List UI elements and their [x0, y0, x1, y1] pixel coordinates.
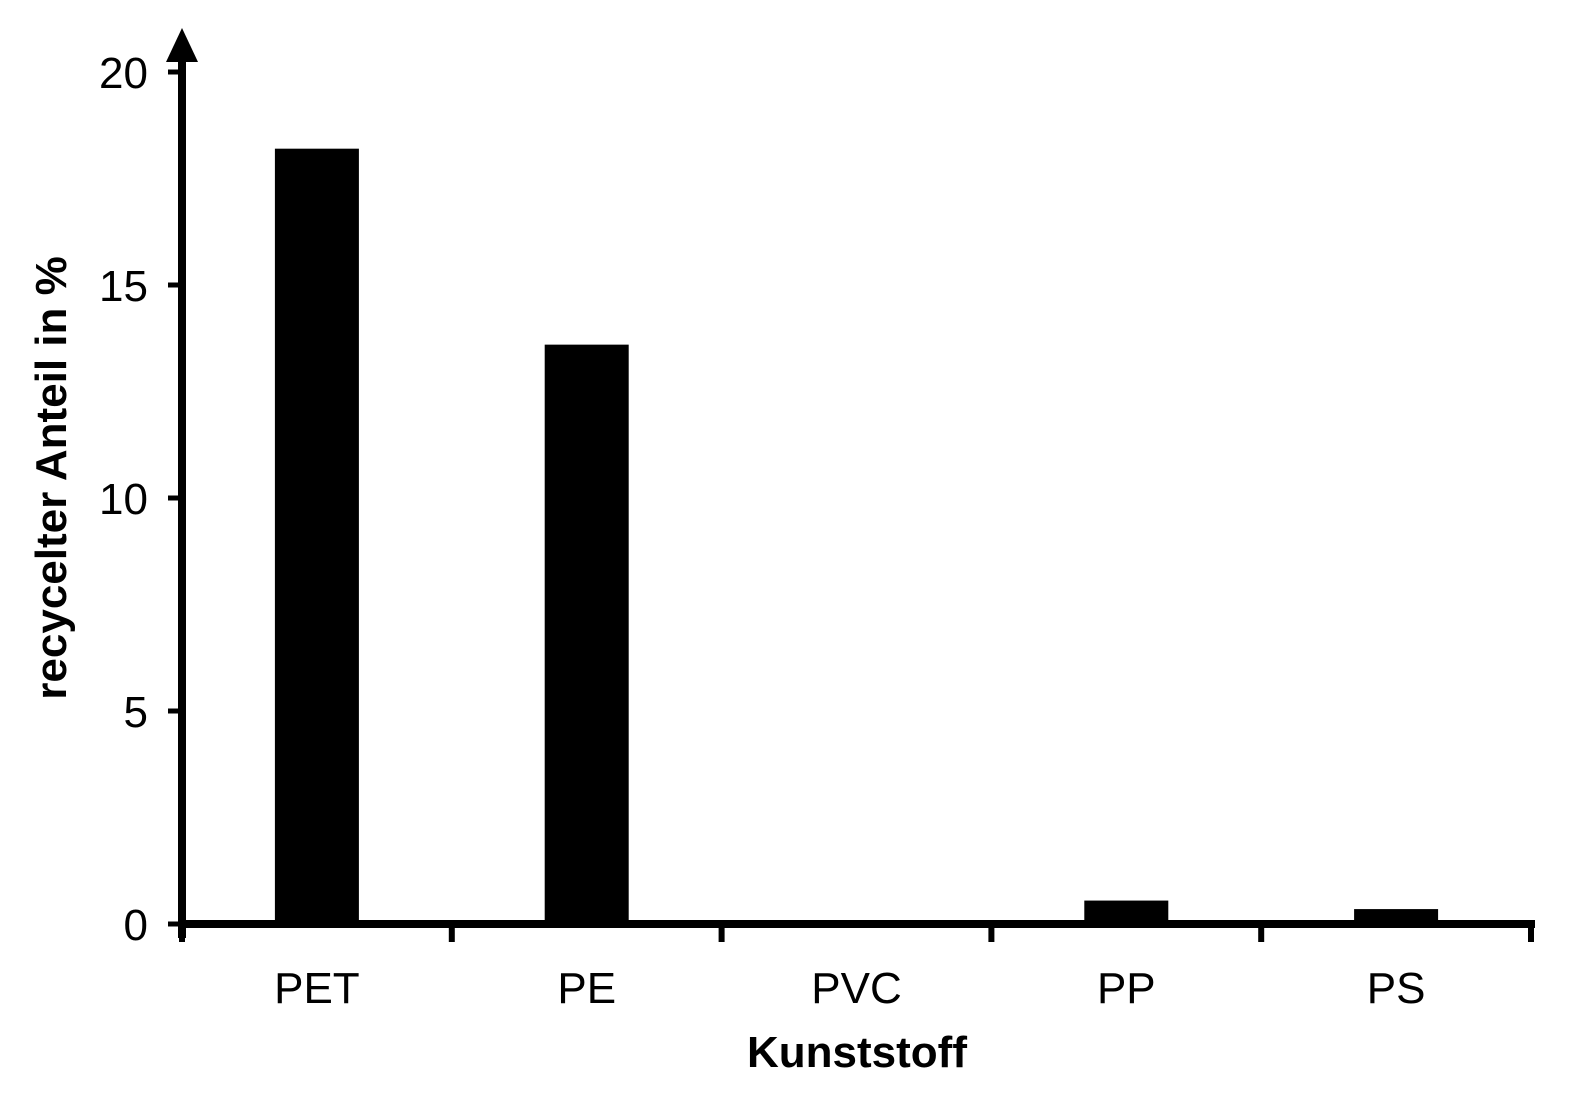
- y-tick-labels: 0 5 10 15 20: [99, 49, 148, 950]
- x-tick-label-pe: PE: [557, 964, 616, 1013]
- bar-pet: [274, 148, 359, 924]
- y-axis-title: recycelter Anteil in %: [27, 256, 76, 699]
- axes-group: [166, 28, 1535, 942]
- bar-pe: [544, 344, 629, 924]
- x-tick-labels: PET PE PVC PP PS: [274, 964, 1425, 1013]
- y-axis-arrow: [166, 28, 198, 62]
- x-tick-label-ps: PS: [1367, 964, 1426, 1013]
- y-tick-label-5: 5: [124, 688, 148, 737]
- y-tick-label-0: 0: [124, 901, 148, 950]
- x-axis-title: Kunststoff: [747, 1028, 967, 1077]
- bar-pp: [1084, 900, 1169, 924]
- x-tick-label-pet: PET: [274, 964, 360, 1013]
- y-tick-label-10: 10: [99, 475, 148, 524]
- x-tick-label-pvc: PVC: [811, 964, 901, 1013]
- y-tick-label-20: 20: [99, 49, 148, 98]
- x-tick-label-pp: PP: [1097, 964, 1156, 1013]
- bars-group: [274, 148, 1439, 924]
- y-tick-label-15: 15: [99, 262, 148, 311]
